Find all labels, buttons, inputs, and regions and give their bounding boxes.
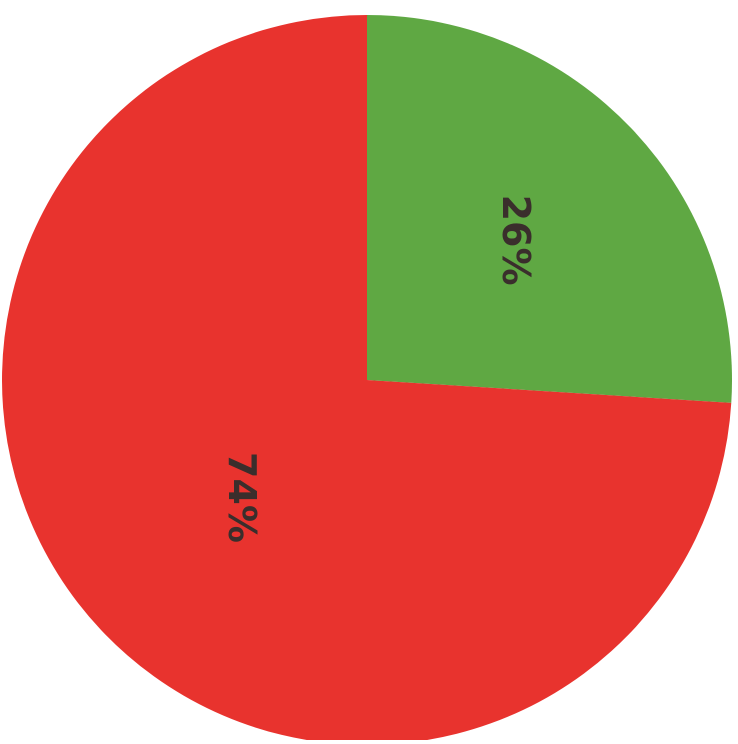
pie-slices [2,15,733,744]
pie-slice-2 [2,15,732,744]
pie-slice-label-1: 26% [494,195,538,286]
pie-labels: 26% 74% [220,195,538,543]
pie-slice-label-2: 74% [220,452,264,543]
pie-slice-1 [367,15,733,403]
